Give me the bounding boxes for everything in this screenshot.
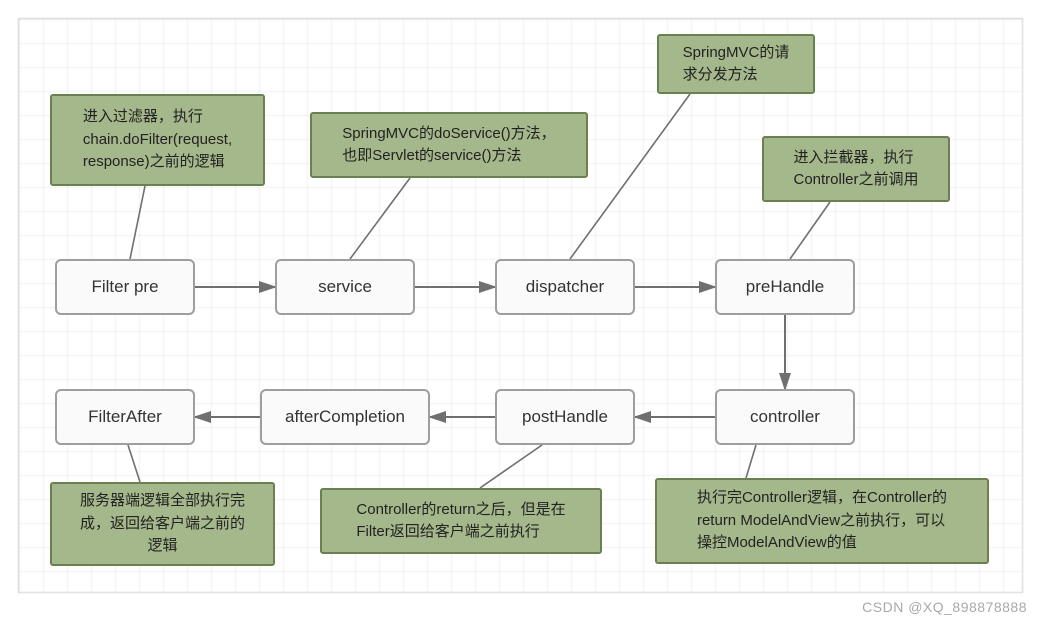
node-dispatcher: dispatcher [495,259,635,315]
node-controller: controller [715,389,855,445]
node-filterafter: FilterAfter [55,389,195,445]
note-service: SpringMVC的doService()方法，也即Servlet的servic… [310,112,588,178]
node-prehandle: preHandle [715,259,855,315]
note-prehandle: 进入拦截器，执行Controller之前调用 [762,136,950,202]
node-aftercompletion: afterCompletion [260,389,430,445]
node-filterpre: Filter pre [55,259,195,315]
note-dispatcher: SpringMVC的请求分发方法 [657,34,815,94]
node-posthandle: postHandle [495,389,635,445]
node-service: service [275,259,415,315]
watermark: CSDN @XQ_898878888 [862,599,1027,615]
note-controller: 执行完Controller逻辑，在Controller的return Model… [655,478,989,564]
note-posthandle: Controller的return之后，但是在Filter返回给客户端之前执行 [320,488,602,554]
diagram-canvas: Filter pre service dispatcher preHandle cont… [0,0,1045,621]
note-filterafter: 服务器端逻辑全部执行完成，返回给客户端之前的逻辑 [50,482,275,566]
note-filterpre: 进入过滤器，执行chain.doFilter(request,response)… [50,94,265,186]
